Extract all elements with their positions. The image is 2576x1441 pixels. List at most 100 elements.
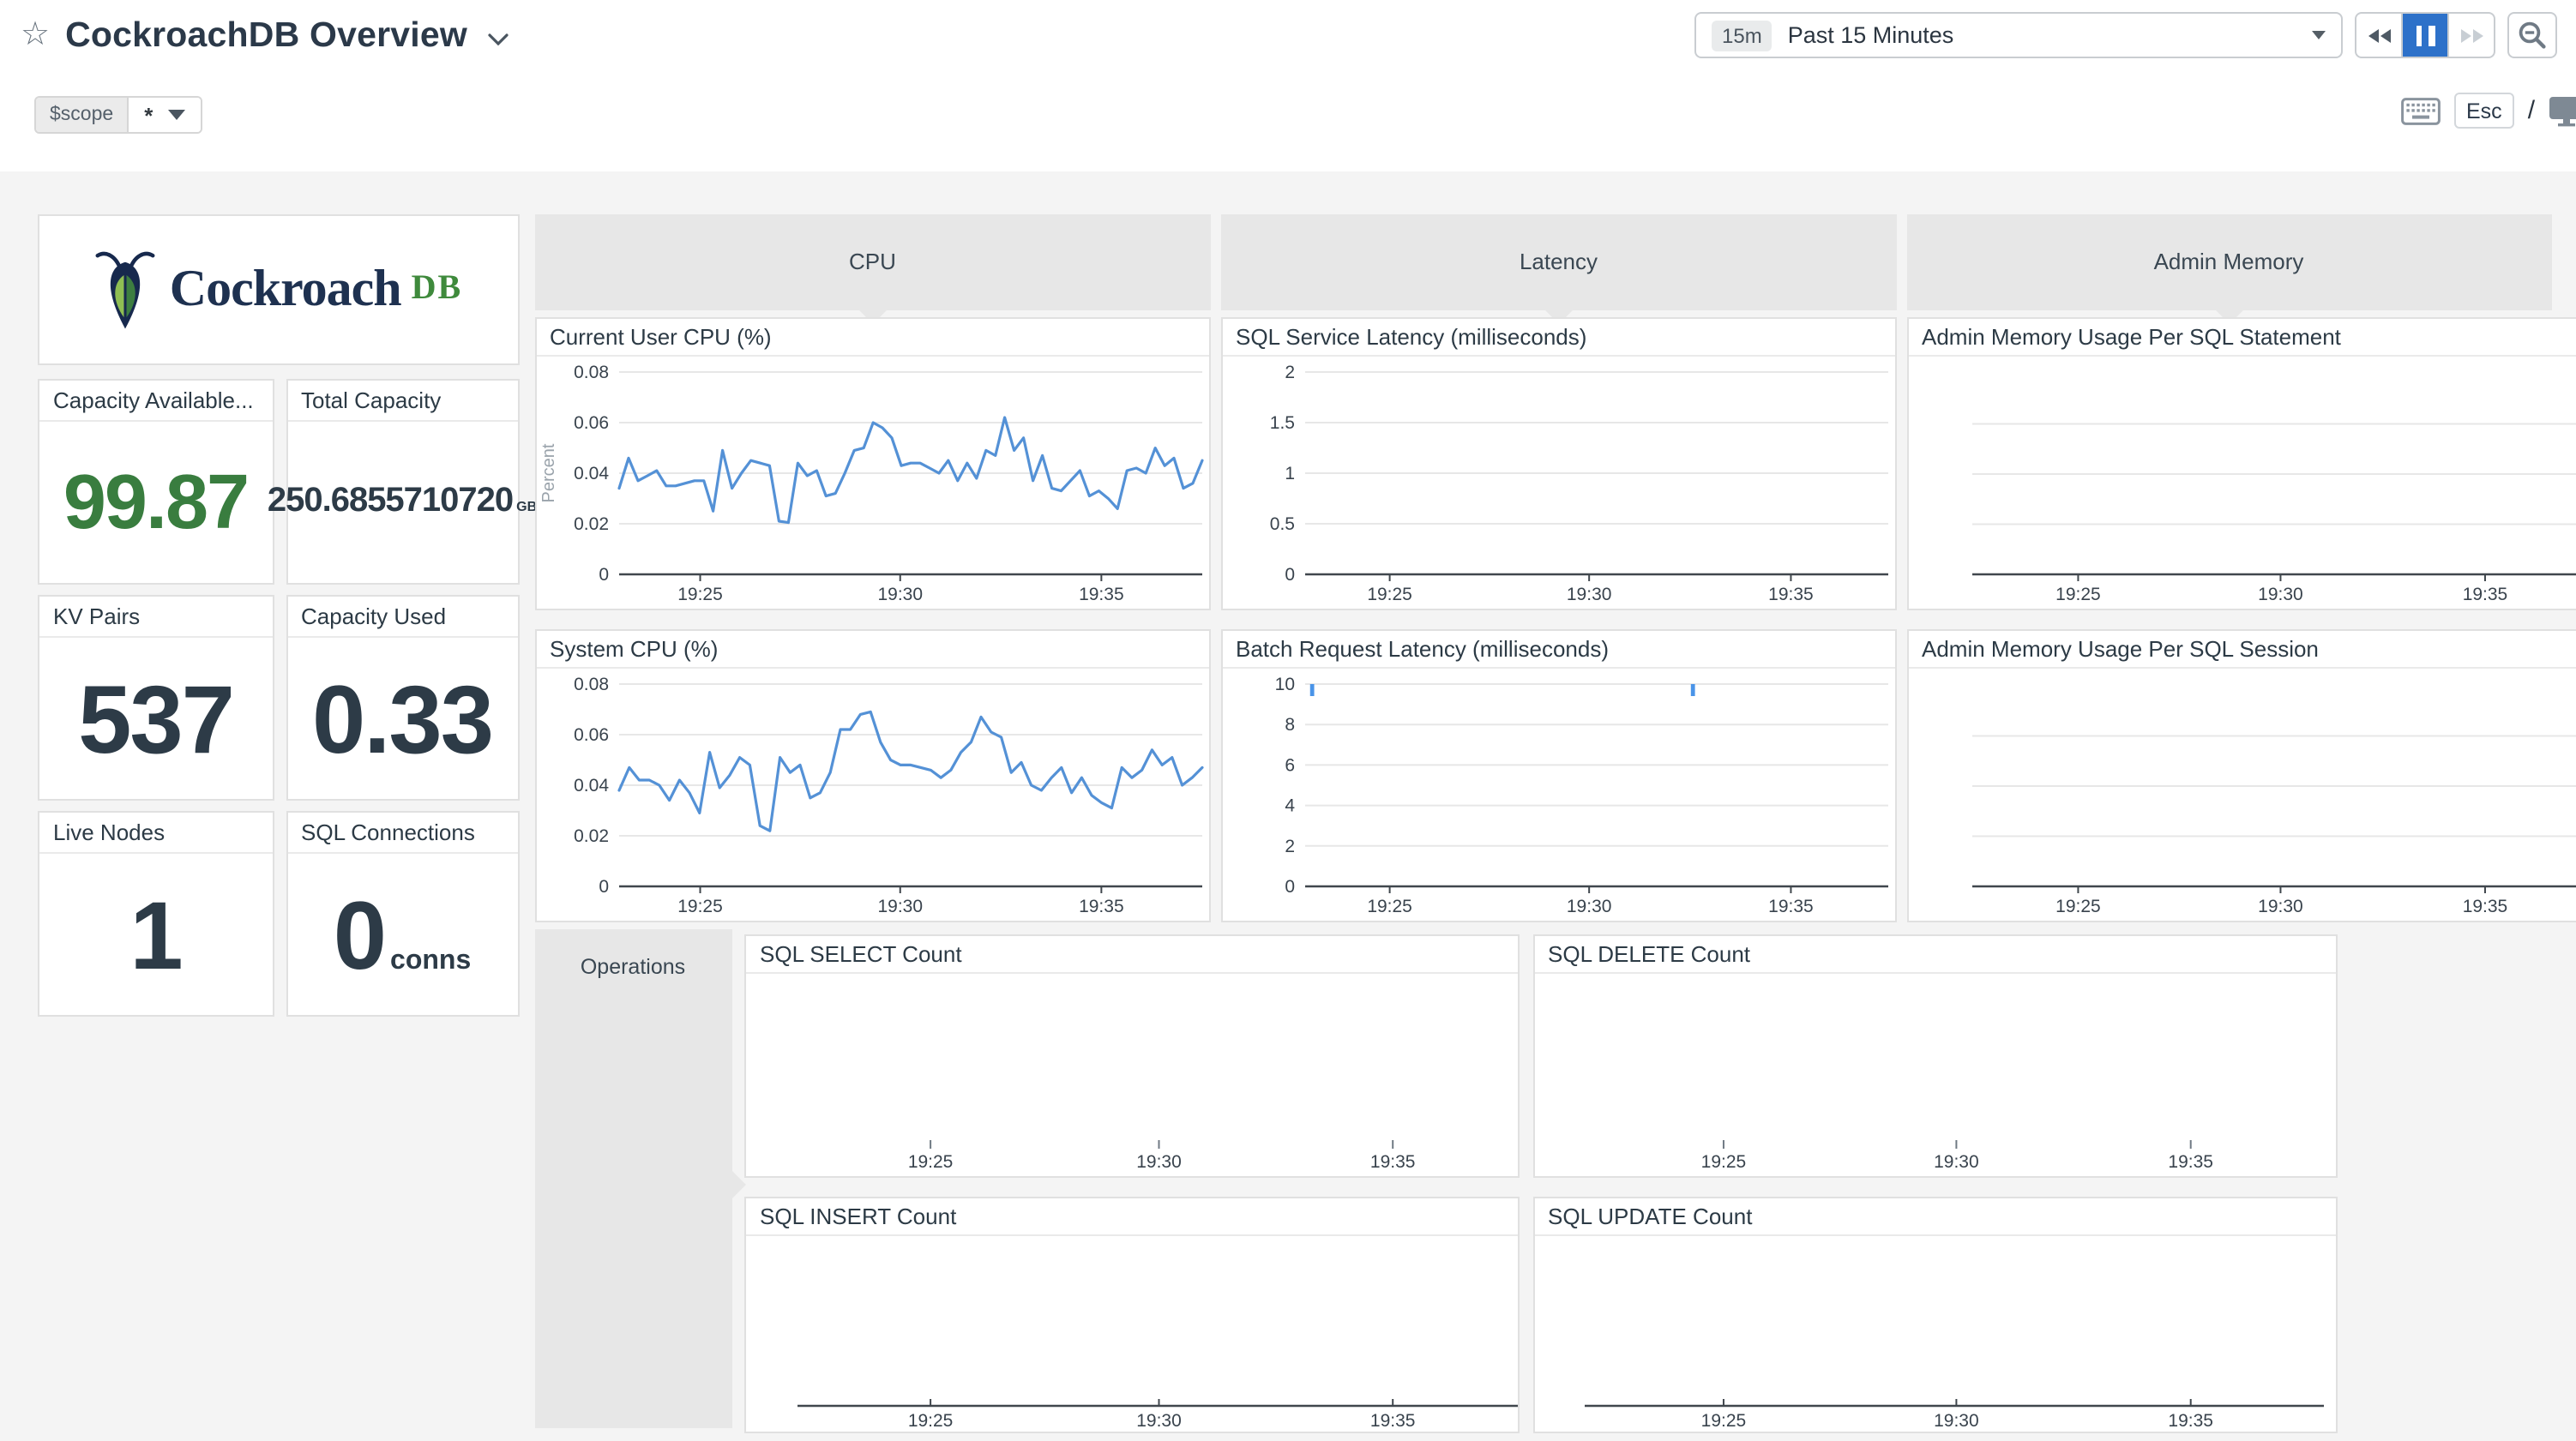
- query-value-number: 99.87: [63, 457, 250, 544]
- chevron-down-icon[interactable]: [488, 33, 510, 46]
- svg-text:Percent: Percent: [539, 443, 557, 502]
- svg-text:10: 10: [1274, 675, 1294, 694]
- chart-plot[interactable]: 0 0.02 0.04 0.06 0.08 19:25 19:30 19:35: [536, 669, 1209, 921]
- pause-button[interactable]: [2403, 14, 2449, 57]
- tv-mode-icon[interactable]: [2549, 95, 2576, 126]
- chart-plot[interactable]: 19:25 19:30 19:35: [1908, 357, 2576, 608]
- group-header-operations[interactable]: Operations: [534, 928, 745, 1428]
- chart-plot[interactable]: 0 0.5 1 1.5 2 19:25 19:30 19:35: [1222, 357, 1895, 608]
- group-header-latency[interactable]: Latency: [1220, 213, 1897, 323]
- chart-title: Current User CPU (%): [536, 319, 1209, 357]
- svg-text:2: 2: [1284, 837, 1294, 856]
- forward-icon: [2460, 28, 2471, 42]
- svg-text:19:30: 19:30: [1136, 1410, 1182, 1430]
- svg-text:6: 6: [1284, 755, 1294, 775]
- zoom-out-button[interactable]: [2507, 12, 2557, 58]
- svg-text:0: 0: [598, 565, 608, 585]
- chart-title: SQL UPDATE Count: [1534, 1198, 2336, 1235]
- logo-db-text: DB: [411, 269, 463, 307]
- chart-sql-select-count[interactable]: SQL SELECT Count 19:25 19:30 19:35: [744, 934, 1520, 1177]
- group-label: CPU: [849, 249, 896, 274]
- chart-sql-update-count[interactable]: SQL UPDATE Count 19:25 19:30 19:35: [1532, 1196, 2338, 1433]
- group-header-cpu[interactable]: CPU: [534, 213, 1211, 323]
- svg-text:0.5: 0.5: [1269, 514, 1294, 534]
- svg-text:19:30: 19:30: [1566, 897, 1611, 916]
- svg-text:19:35: 19:35: [1370, 1152, 1416, 1172]
- svg-text:19:25: 19:25: [2055, 897, 2100, 916]
- svg-text:19:25: 19:25: [1700, 1152, 1746, 1172]
- playback-controls: [2355, 12, 2495, 58]
- query-value-number: 537: [78, 664, 235, 772]
- cockroach-bug-icon: [95, 250, 155, 328]
- query-value-sql-connections: SQL Connections 0 conns: [286, 811, 519, 1017]
- forward-button[interactable]: [2449, 14, 2494, 57]
- svg-text:0.06: 0.06: [573, 413, 608, 433]
- svg-text:19:35: 19:35: [2167, 1152, 2212, 1172]
- dropdown-caret-icon: [168, 110, 186, 120]
- query-value-title: Total Capacity: [287, 380, 517, 421]
- chart-system-cpu[interactable]: System CPU (%) 0 0.02 0.04 0.06 0.08 19:25 19:…: [534, 629, 1211, 922]
- cockroachdb-logo: Cockroach DB: [94, 246, 463, 332]
- svg-text:4: 4: [1284, 796, 1294, 816]
- svg-text:19:35: 19:35: [1767, 585, 1813, 604]
- chart-title: Admin Memory Usage Per SQL Statement: [1908, 319, 2576, 357]
- chart-sql-delete-count[interactable]: SQL DELETE Count 19:25 19:30 19:35: [1532, 934, 2338, 1177]
- svg-text:19:25: 19:25: [1700, 1410, 1746, 1430]
- svg-text:1.5: 1.5: [1269, 413, 1294, 433]
- esc-key-label: Esc: [2454, 93, 2514, 129]
- query-value-title: Capacity Used: [287, 597, 517, 638]
- slash-separator: /: [2527, 96, 2536, 125]
- favorite-star-icon[interactable]: ☆: [21, 17, 51, 53]
- time-range-badge: 15m: [1712, 20, 1773, 51]
- page-title: CockroachDB Overview: [65, 15, 467, 55]
- svg-text:0.06: 0.06: [573, 725, 608, 745]
- query-value-capacity-available: Capacity Available... 99.87: [38, 378, 274, 584]
- chart-plot[interactable]: 19:25 19:30 19:35: [1908, 669, 2576, 921]
- pause-icon: [2416, 25, 2422, 45]
- svg-text:19:30: 19:30: [2257, 897, 2302, 916]
- chart-plot[interactable]: 19:25 19:30 19:35: [1534, 974, 2336, 1175]
- pause-icon: [2429, 25, 2435, 45]
- query-value-title: Live Nodes: [39, 813, 272, 854]
- svg-text:8: 8: [1284, 715, 1294, 735]
- chart-admin-memory-per-statement[interactable]: Admin Memory Usage Per SQL Statement 19:…: [1906, 317, 2576, 609]
- chart-plot[interactable]: 0 0.02 0.04 0.06 0.08 19:25 19:30 19:35 Percent: [536, 357, 1209, 608]
- svg-text:19:30: 19:30: [876, 897, 922, 916]
- chart-plot[interactable]: 19:25 19:30 19:35: [1534, 1235, 2336, 1432]
- query-value-live-nodes: Live Nodes 1: [38, 811, 274, 1017]
- dashboard-title-menu[interactable]: ☆ CockroachDB Overview: [21, 14, 510, 58]
- svg-text:0.04: 0.04: [573, 464, 608, 483]
- rewind-icon: [2380, 28, 2390, 42]
- chart-admin-memory-per-session[interactable]: Admin Memory Usage Per SQL Session 19:25…: [1906, 629, 2576, 922]
- chart-batch-request-latency[interactable]: Batch Request Latency (milliseconds) 0 2 4…: [1220, 629, 1897, 922]
- svg-text:19:35: 19:35: [1767, 897, 1813, 916]
- svg-text:0: 0: [598, 877, 608, 897]
- svg-text:19:35: 19:35: [1078, 897, 1123, 916]
- svg-text:19:35: 19:35: [2167, 1410, 2212, 1430]
- group-pointer: [731, 1170, 745, 1198]
- chart-sql-insert-count[interactable]: SQL INSERT Count 19:25 19:30 19:35: [744, 1196, 1520, 1433]
- chart-current-user-cpu[interactable]: Current User CPU (%) 0 0.02 0.04 0.06 0.08 19…: [534, 317, 1211, 609]
- svg-text:19:30: 19:30: [876, 585, 922, 604]
- chart-title: Admin Memory Usage Per SQL Session: [1908, 631, 2576, 669]
- keyboard-icon[interactable]: [2401, 97, 2441, 124]
- chart-plot[interactable]: 19:25 19:30 19:35: [746, 974, 1518, 1175]
- template-variable-value[interactable]: *: [129, 98, 202, 132]
- time-range-selector[interactable]: 15m Past 15 Minutes: [1694, 12, 2343, 58]
- rewind-button[interactable]: [2356, 14, 2403, 57]
- query-value-capacity-used: Capacity Used 0.33: [286, 595, 519, 801]
- svg-text:19:25: 19:25: [677, 897, 722, 916]
- dropdown-caret-icon: [2312, 31, 2326, 39]
- svg-text:19:25: 19:25: [2055, 585, 2100, 604]
- query-value-unit: conns: [390, 946, 472, 975]
- top-bar: ☆ CockroachDB Overview 15m Past 15 Minut…: [0, 0, 2576, 171]
- svg-text:19:25: 19:25: [1366, 585, 1411, 604]
- template-variable-scope[interactable]: $scope *: [34, 96, 203, 134]
- svg-text:0.08: 0.08: [573, 363, 608, 382]
- chart-sql-service-latency[interactable]: SQL Service Latency (milliseconds) 0 0.5 1…: [1220, 317, 1897, 609]
- chart-plot[interactable]: 19:25 19:30 19:35: [746, 1235, 1518, 1432]
- chart-title: SQL DELETE Count: [1534, 936, 2336, 974]
- chart-plot[interactable]: 0 2 4 6 8 10 19:25 19:30 19:35: [1222, 669, 1895, 921]
- group-header-admin-memory[interactable]: Admin Memory: [1906, 213, 2551, 323]
